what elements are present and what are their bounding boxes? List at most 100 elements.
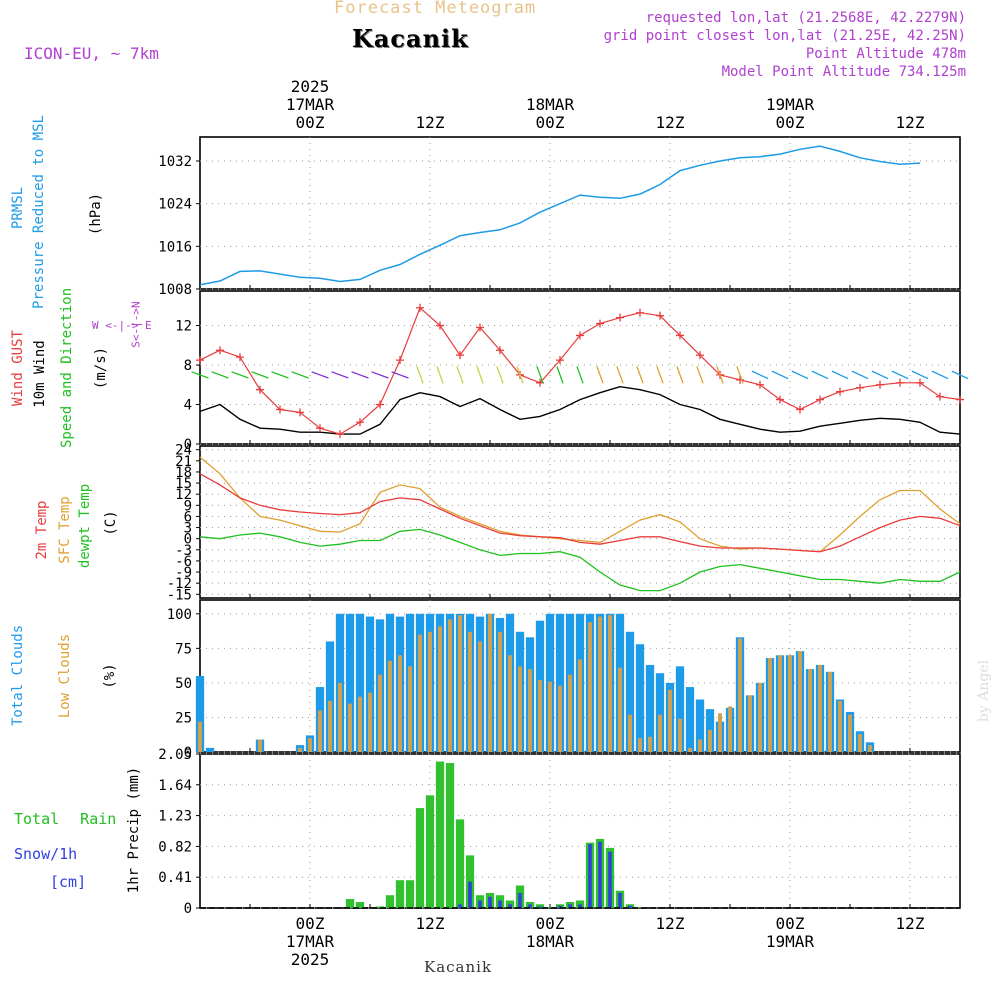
low-cloud-bar [558, 685, 562, 752]
gust-marker [476, 323, 484, 332]
snow-bar [598, 841, 602, 908]
wind-direction-arrow [351, 371, 369, 379]
wind-direction-arrow [331, 371, 349, 379]
gust-marker [396, 356, 404, 365]
wind-direction-arrow [791, 370, 809, 380]
gust-marker [636, 308, 644, 317]
ytick-label-clouds: 75 [175, 641, 192, 657]
ytick-label-precip: 1.64 [158, 778, 192, 794]
low-cloud-bar [648, 736, 652, 752]
low-cloud-bar [838, 700, 842, 752]
low-cloud-bar [518, 666, 522, 752]
low-cloud-bar [568, 674, 572, 752]
low-cloud-bar [658, 714, 662, 752]
bottom-date-label: 19MAR [766, 932, 815, 951]
ytick-label-temp: 12 [175, 487, 192, 503]
gust-marker [596, 319, 604, 328]
ytick-label-wind: 12 [175, 319, 192, 335]
low-cloud-bar [608, 615, 612, 752]
total-cloud-bar [685, 687, 695, 752]
low-cloud-bar [738, 638, 742, 752]
low-cloud-bar [358, 696, 362, 752]
total-cloud-bar [195, 676, 205, 752]
low-cloud-bar [638, 738, 642, 752]
gridpoint-coords: grid point closest lon,lat (21.25E, 42.2… [603, 28, 966, 44]
low-cloud-bar [548, 681, 552, 752]
total-cloud-bar [345, 613, 355, 752]
low-cloud-bar [668, 689, 672, 752]
total-cloud-bar [675, 666, 685, 752]
total-cloud-bar [695, 699, 705, 752]
wind-direction-arrow [696, 366, 704, 384]
low-cloud-bar [588, 622, 592, 752]
low-cloud-bar [478, 641, 482, 752]
gust-marker [736, 375, 744, 384]
low-cloud-bar [598, 616, 602, 752]
total-cloud-bar [625, 631, 635, 752]
total-cloud-bar [365, 616, 375, 752]
ytick-label-temp: -6 [175, 554, 192, 570]
low-cloud-bar [308, 738, 312, 752]
low-cloud-bar [468, 631, 472, 752]
gust-marker [836, 387, 844, 396]
panel-frame-prmsl [199, 136, 961, 290]
bottom-time-label: 00Z [776, 914, 805, 933]
panel-frame-precip [199, 753, 961, 909]
low-cloud-bar [328, 700, 332, 752]
compass-horizontal: W <-|-> E [92, 319, 152, 332]
low-cloud-bar [488, 613, 492, 752]
snow-label: Snow/1h [14, 845, 78, 863]
low-cloud-bar [708, 729, 712, 752]
wind-direction-arrow [751, 370, 769, 380]
bottom-time-label: 00Z [536, 914, 565, 933]
wind-direction-arrow [291, 371, 309, 379]
bottom-time-label: 00Z [296, 914, 325, 933]
ytick-label-clouds: 25 [175, 710, 192, 726]
ytick-label-temp: 24 [175, 443, 192, 459]
bottom-year-label: 2025 [291, 950, 330, 969]
wind-direction-arrow [311, 371, 329, 379]
wind-direction-arrow [391, 371, 409, 379]
bottom-time-label: 12Z [896, 914, 925, 933]
low-cloud-bar [578, 659, 582, 752]
wind-direction-arrow [371, 371, 389, 379]
wind-direction-arrow [616, 366, 624, 384]
wind-direction-arrow [516, 366, 524, 384]
ytick-label-clouds: 0 [184, 745, 192, 761]
low-cloud-bar [868, 745, 872, 752]
low-cloud-bar [368, 692, 372, 752]
gust-marker [236, 353, 244, 362]
low-cloud-bar [788, 655, 792, 752]
ytick-label-temp: -3 [175, 543, 192, 559]
top-time-label: 00Z [296, 113, 325, 132]
snow-bar [558, 905, 562, 908]
snow-bar [588, 844, 592, 908]
wind-direction-arrow [736, 366, 744, 384]
ytick-label-precip: 0.82 [158, 839, 192, 855]
gust-marker [376, 400, 384, 409]
wind-direction-arrow [951, 370, 969, 380]
low-cloud-bar [728, 706, 732, 752]
low-cloud-bar [818, 664, 822, 752]
total-cloud-bar [325, 641, 335, 752]
requested-coords: requested lon,lat (21.2568E, 42.2279N) [645, 10, 966, 26]
rain-bar [545, 907, 555, 908]
rain-bar [345, 898, 355, 908]
gust-marker [496, 346, 504, 355]
gust-marker [616, 313, 624, 322]
low-cloud-bar [378, 674, 382, 752]
ytick-label-clouds: 50 [175, 676, 192, 692]
wind-direction-arrow [771, 370, 789, 380]
top-time-label: 00Z [536, 113, 565, 132]
low-cloud-bar [528, 669, 532, 752]
wind-direction-arrow [851, 370, 869, 380]
rain-bar [425, 795, 435, 908]
low-cloud-bar [778, 655, 782, 752]
gust-marker [296, 408, 304, 417]
total-cloud-bar [655, 673, 665, 752]
low-cloud-bar [828, 671, 832, 752]
gust-marker [436, 321, 444, 330]
gust-marker [456, 351, 464, 360]
rain-bar [435, 761, 445, 908]
